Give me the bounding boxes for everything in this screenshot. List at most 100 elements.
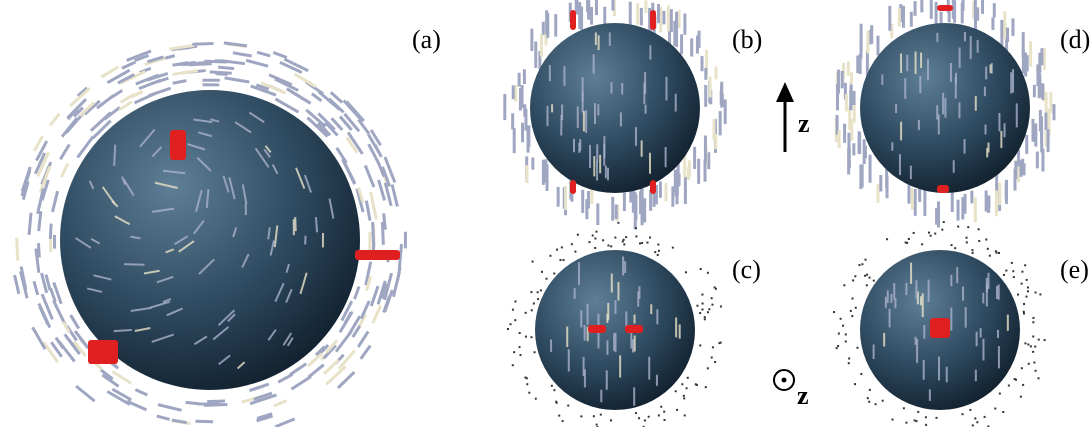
halo-stroke: [20, 169, 32, 197]
halo-stroke: [392, 271, 401, 298]
halo-dot: [514, 319, 517, 322]
halo-dot: [556, 248, 559, 251]
halo-stroke: [146, 55, 164, 64]
halo-dot: [891, 418, 894, 421]
halo-dot: [1043, 339, 1046, 342]
surface-stroke: [228, 176, 236, 200]
halo-stroke: [325, 339, 339, 354]
halo-stroke: [209, 70, 232, 75]
defect: [88, 340, 118, 364]
surface-stroke: [222, 175, 230, 193]
halo-dot: [1003, 273, 1006, 276]
surface-stroke: [163, 169, 186, 175]
halo-stroke: [305, 108, 327, 128]
halo-dot: [847, 362, 850, 365]
surface-stroke: [162, 298, 172, 303]
halo-dot: [518, 346, 521, 349]
axis-label: z: [797, 381, 809, 410]
halo-dot: [617, 221, 620, 224]
halo-stroke: [126, 399, 148, 412]
halo-dot: [1007, 384, 1010, 387]
surface-stroke: [130, 235, 141, 240]
surface-stroke: [210, 118, 220, 123]
halo-dot: [553, 389, 556, 392]
halo-stroke: [383, 272, 394, 301]
halo-stroke: [118, 100, 133, 111]
halo-stroke: [48, 223, 53, 240]
surface-stroke: [143, 269, 160, 275]
halo-stroke: [325, 365, 347, 386]
halo-stroke: [111, 387, 133, 402]
surface-stroke: [113, 328, 132, 333]
halo-dot: [987, 425, 990, 427]
halo-dot: [925, 423, 928, 426]
halo-dot: [560, 246, 563, 249]
surface-stroke: [264, 145, 272, 154]
halo-stroke: [377, 162, 386, 178]
surface-stroke: [187, 143, 206, 151]
halo-dot: [864, 258, 867, 261]
halo-dot: [657, 243, 660, 246]
halo-dot: [1033, 361, 1036, 364]
halo-dot: [639, 242, 642, 245]
halo-dot: [1013, 377, 1016, 380]
halo-stroke: [277, 373, 294, 384]
halo-stroke: [359, 344, 372, 360]
halo-dot: [983, 415, 986, 418]
halo-stroke: [44, 274, 52, 291]
surface-stroke: [192, 219, 205, 235]
halo-stroke: [38, 165, 52, 193]
halo-dot: [683, 397, 686, 400]
halo-stroke: [310, 92, 323, 103]
halo-dot: [1012, 276, 1015, 279]
halo-stroke: [134, 388, 148, 397]
halo-stroke: [40, 272, 49, 294]
defect: [570, 10, 576, 30]
halo-stroke: [253, 391, 273, 401]
halo-dot: [868, 276, 871, 279]
halo-dot: [534, 397, 537, 400]
halo-dot: [865, 284, 868, 287]
halo-stroke: [367, 143, 381, 165]
halo-stroke: [255, 83, 270, 91]
halo-stroke: [89, 111, 112, 132]
surface-stroke: [314, 216, 319, 233]
halo-dot: [915, 420, 918, 423]
halo-dot: [530, 336, 533, 339]
halo-dot: [1016, 293, 1019, 296]
halo-stroke: [337, 349, 356, 370]
halo-stroke: [249, 393, 277, 406]
halo-dot: [942, 221, 945, 224]
halo-stroke: [27, 212, 33, 236]
sphere: [535, 250, 695, 410]
halo-dot: [988, 254, 991, 257]
halo-dot: [971, 249, 974, 252]
halo-dot: [539, 289, 542, 292]
halo-dot: [866, 397, 869, 400]
halo-dot: [685, 387, 688, 390]
halo-dot: [695, 383, 698, 386]
halo-stroke: [33, 135, 44, 152]
halo-stroke: [182, 61, 205, 67]
halo-stroke: [345, 136, 359, 154]
halo-dot: [860, 372, 863, 375]
surface-stroke: [234, 121, 252, 134]
halo-stroke: [31, 326, 47, 350]
halo-stroke: [256, 414, 273, 423]
surface-stroke: [156, 275, 174, 284]
surface-stroke: [90, 237, 101, 245]
surface-stroke: [198, 131, 213, 138]
surface-stroke: [285, 263, 290, 273]
halo-dot: [714, 287, 717, 290]
halo-dot: [941, 228, 944, 231]
halo-dot: [683, 414, 686, 417]
halo-dot: [592, 415, 595, 418]
halo-dot: [614, 236, 617, 239]
halo-dot: [570, 243, 573, 246]
halo-dot: [977, 228, 980, 231]
surface-stroke: [232, 227, 238, 238]
halo-dot: [913, 419, 916, 422]
surface-stroke: [303, 174, 313, 193]
halo-dot: [849, 309, 852, 312]
halo-dot: [902, 407, 905, 410]
